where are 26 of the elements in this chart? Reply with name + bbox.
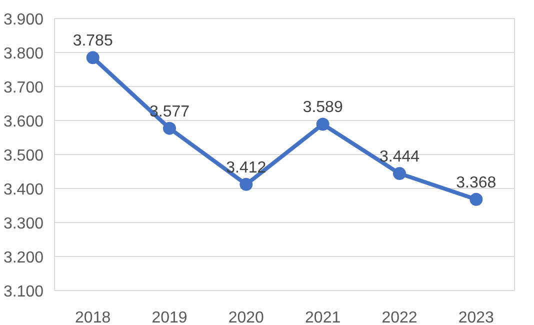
y-tick-label: 3.500 bbox=[3, 148, 44, 164]
point bbox=[316, 118, 330, 131]
y-tick-label: 3.800 bbox=[3, 46, 44, 62]
point bbox=[393, 167, 406, 180]
y-tick-label: 3.100 bbox=[3, 284, 44, 300]
x-tick-label: 2019 bbox=[152, 310, 188, 325]
y-tick-label: 3.300 bbox=[3, 216, 44, 232]
point bbox=[86, 51, 100, 64]
point bbox=[163, 122, 176, 135]
point bbox=[470, 192, 483, 206]
x-tick-label: 2023 bbox=[458, 310, 494, 325]
data-label: 3.368 bbox=[456, 174, 496, 192]
data-label: 3.412 bbox=[226, 159, 266, 176]
y-tick-label: 3.400 bbox=[3, 182, 44, 198]
x-tick-label: 2020 bbox=[228, 310, 264, 325]
x-tick-label: 2021 bbox=[305, 310, 341, 325]
y-tick-label: 3.600 bbox=[3, 114, 44, 130]
point bbox=[240, 178, 253, 191]
x-tick-label: 2022 bbox=[382, 310, 418, 325]
data-label: 3.785 bbox=[72, 32, 113, 50]
data-label: 3.589 bbox=[302, 99, 343, 116]
x-tick-label: 2018 bbox=[75, 310, 111, 325]
y-tick-label: 3.700 bbox=[3, 80, 44, 96]
y-tick-label: 3.200 bbox=[3, 250, 44, 266]
y-tick-label: 3.900 bbox=[3, 12, 44, 28]
data-label: 3.444 bbox=[379, 148, 420, 166]
